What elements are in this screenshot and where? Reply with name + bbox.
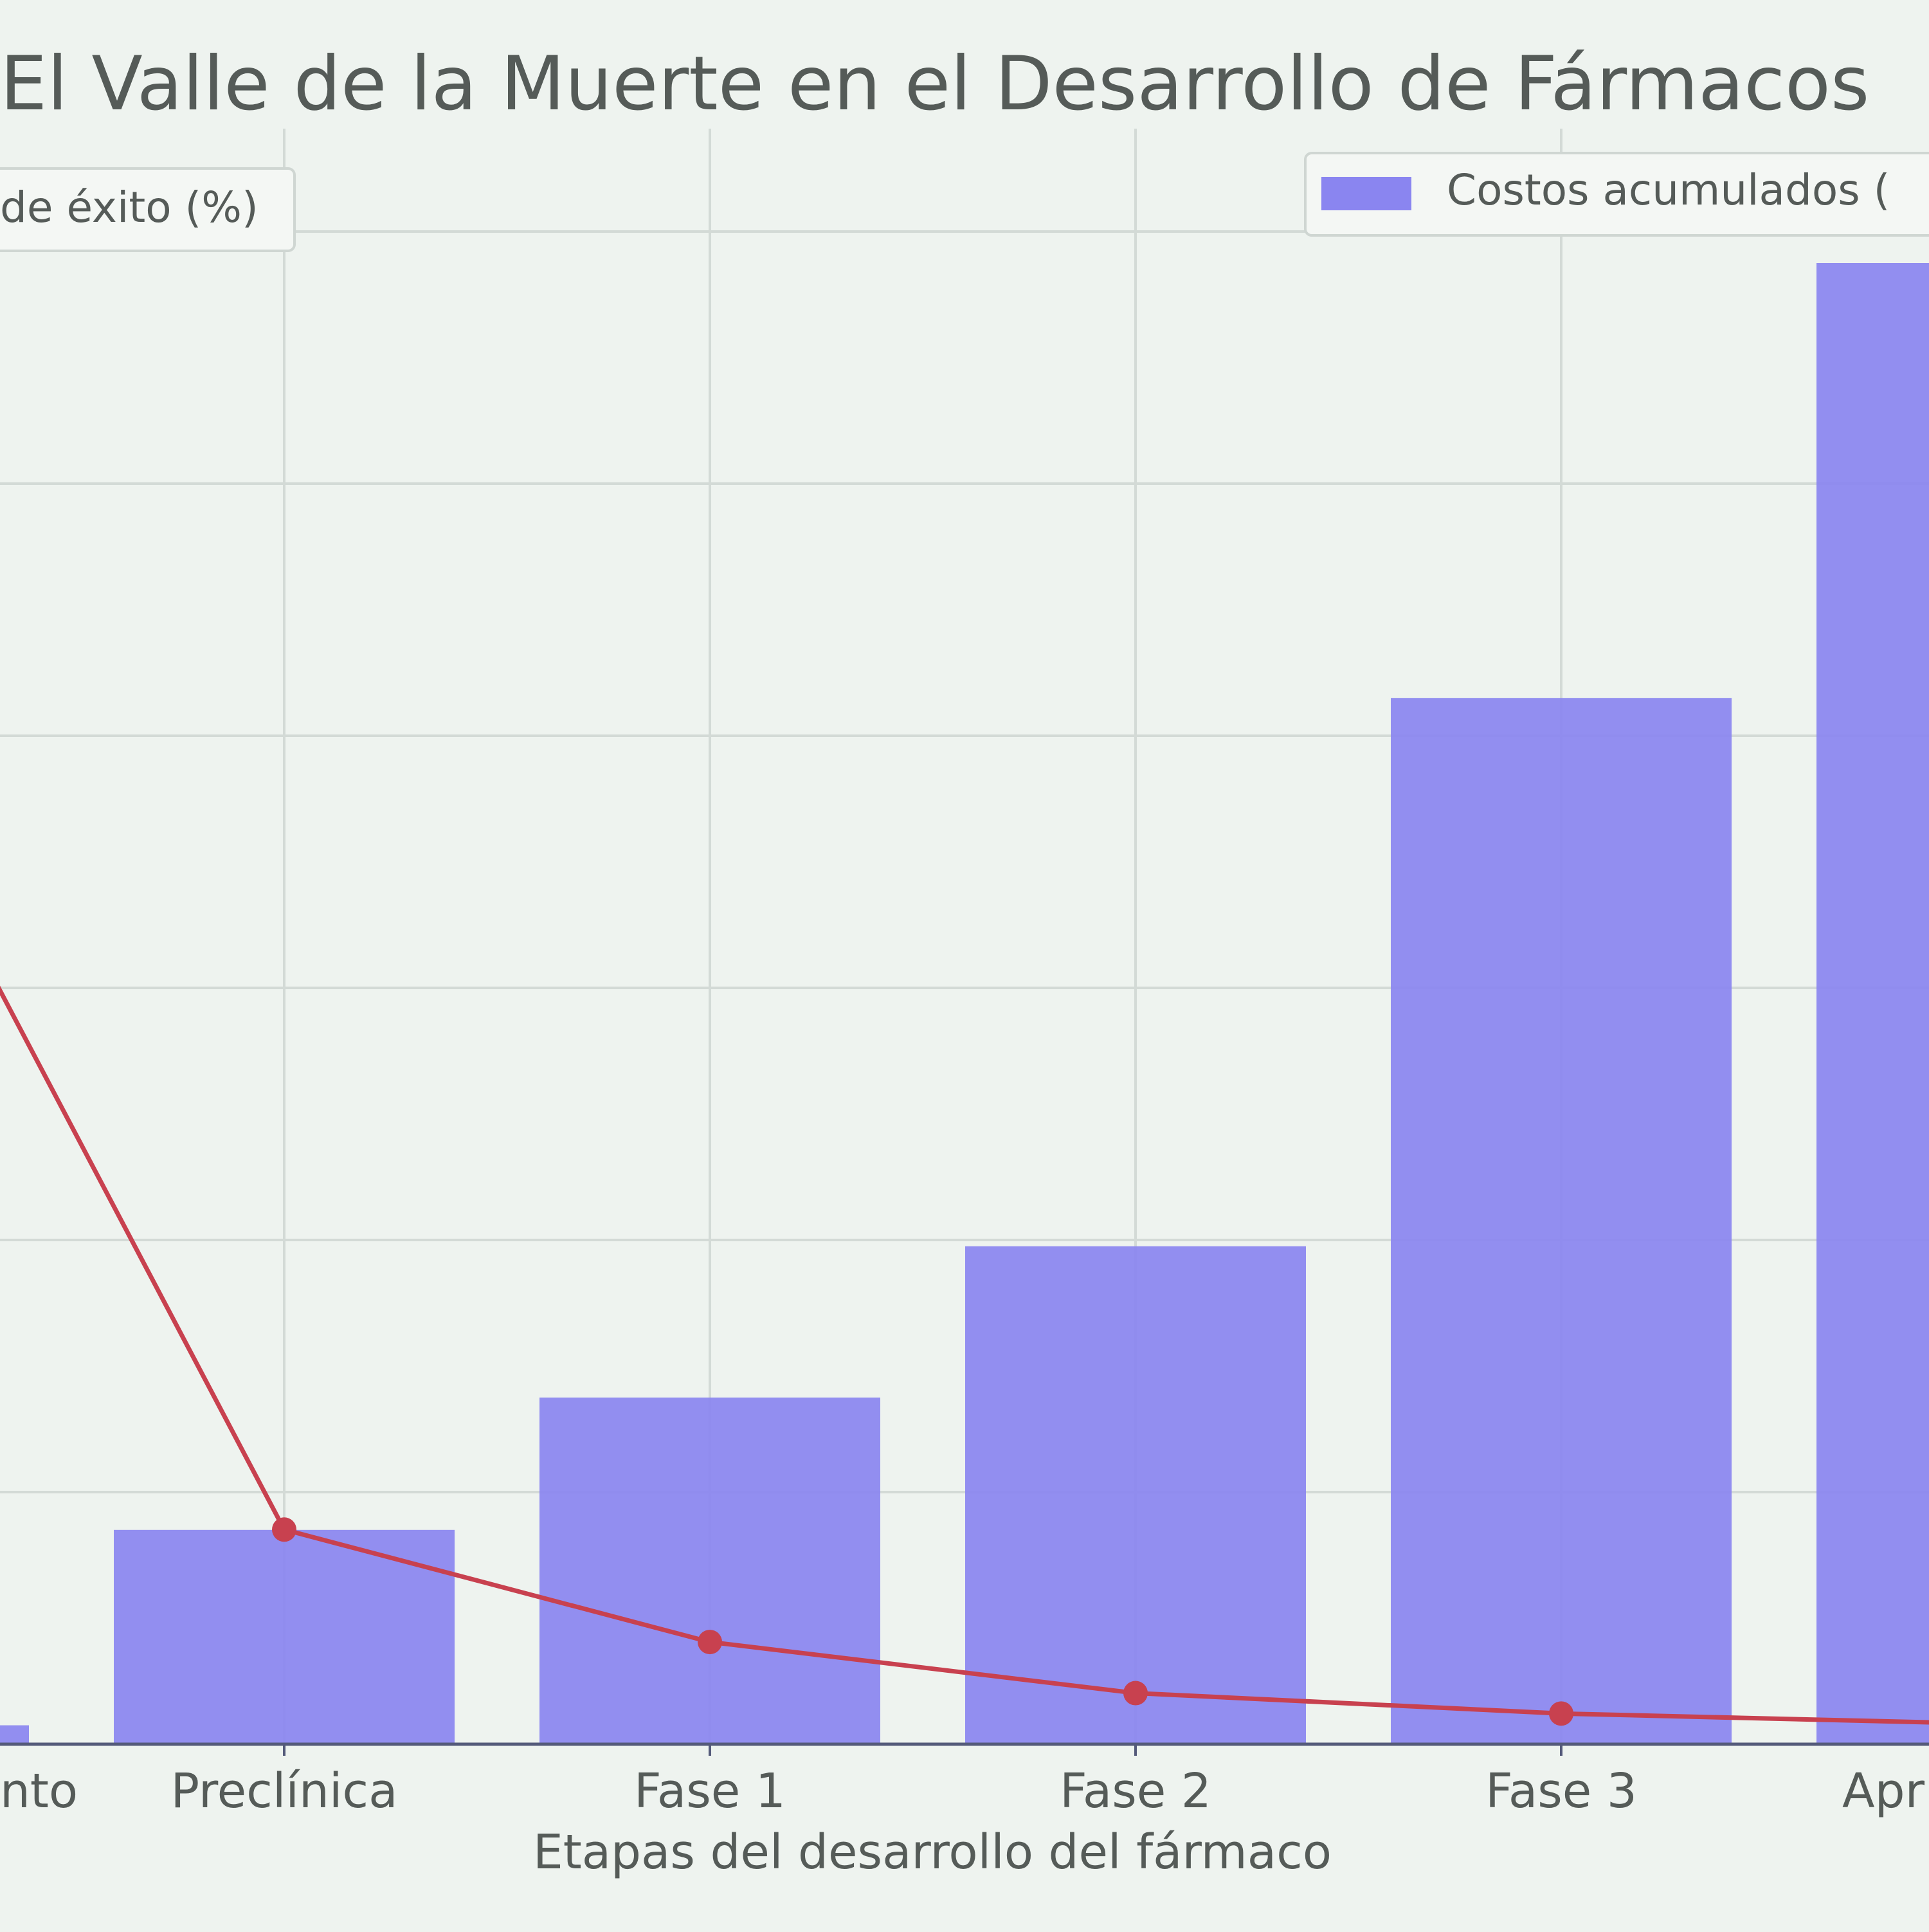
legend-bar-box	[1304, 152, 1929, 237]
bar-1	[114, 1529, 455, 1744]
bar-4	[1391, 698, 1732, 1744]
bar-3	[965, 1246, 1306, 1744]
x-tick-label-0: nto	[0, 1763, 78, 1819]
legend-bar-swatch	[1321, 177, 1411, 210]
legend-line: de éxito (%)	[0, 167, 296, 252]
line-point-3	[1123, 1681, 1148, 1706]
x-tick-labels: nto Preclínica Fase 1 Fase 2 Fase 3 Apr	[0, 1763, 1925, 1819]
line-series	[0, 985, 1929, 1726]
line-path	[0, 985, 1929, 1725]
x-tick-label-1: Preclínica	[171, 1763, 398, 1819]
legend-line-label: de éxito (%)	[0, 183, 258, 232]
x-tick-label-2: Fase 1	[634, 1763, 786, 1819]
x-tick-label-3: Fase 2	[1060, 1763, 1211, 1819]
line-point-2	[698, 1630, 722, 1655]
line-point-1	[272, 1517, 296, 1542]
bar-series	[0, 263, 1929, 1744]
x-tick-label-5: Apr	[1842, 1763, 1925, 1819]
legend-bar-label: Costos acumulados (	[1447, 165, 1890, 215]
axes	[0, 1742, 1929, 1756]
bar-2	[539, 1398, 880, 1744]
legend-line-box	[0, 167, 296, 252]
bar-0	[0, 1725, 29, 1744]
line-point-4	[1549, 1701, 1573, 1726]
bar-5	[1816, 263, 1929, 1744]
legend-bar: Costos acumulados (	[1304, 152, 1929, 237]
x-tick-label-4: Fase 3	[1485, 1763, 1637, 1819]
chart-title: El Valle de la Muerte en el Desarrollo d…	[0, 41, 1869, 127]
x-axis-label: Etapas del desarrollo del fármaco	[533, 1825, 1332, 1880]
